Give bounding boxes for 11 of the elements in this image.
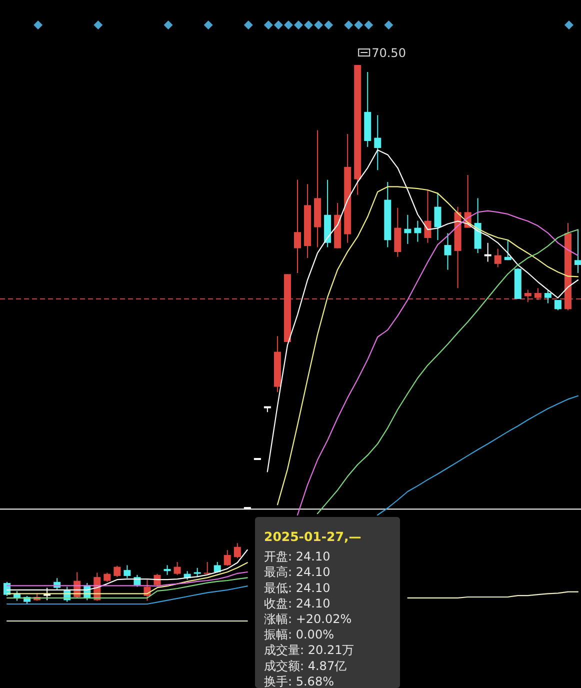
text: 70.50 xyxy=(372,46,406,60)
annotation: 最高: 24.10 xyxy=(264,565,330,580)
annotation: 最低: 24.10 xyxy=(264,580,330,595)
annotation: 2025-01-27,— xyxy=(264,529,362,544)
annotation: 开盘: 24.10 xyxy=(264,550,330,564)
text: 换手: 5.68% xyxy=(264,674,334,688)
annotation: 涨幅: +20.02% xyxy=(264,612,352,626)
annotation: 收盘: 24.10 xyxy=(264,596,330,610)
text: 成交量: 20.21万 xyxy=(264,643,354,658)
text: 振幅: 0.00% xyxy=(264,628,334,642)
text: 成交额: 4.87亿 xyxy=(264,658,347,673)
